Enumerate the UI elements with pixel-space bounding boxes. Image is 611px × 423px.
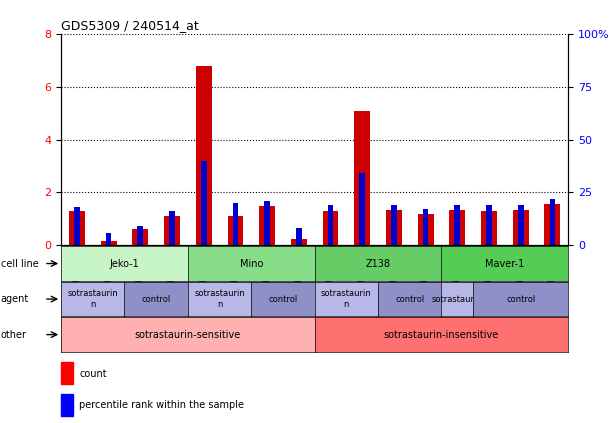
Bar [106, 233, 111, 245]
Bar [133, 229, 148, 245]
Text: percentile rank within the sample: percentile rank within the sample [79, 400, 244, 410]
Bar [201, 161, 207, 245]
Bar [354, 110, 370, 245]
Bar [544, 204, 560, 245]
Bar [233, 203, 238, 245]
Text: control: control [395, 294, 425, 304]
Text: Z138: Z138 [365, 258, 390, 269]
Bar [455, 205, 460, 245]
Bar [227, 216, 243, 245]
Text: control: control [142, 294, 171, 304]
Bar [296, 228, 302, 245]
Text: control: control [268, 294, 298, 304]
Text: Jeko-1: Jeko-1 [109, 258, 139, 269]
Text: sotrastaurin-sensitive: sotrastaurin-sensitive [135, 330, 241, 340]
Bar [327, 205, 334, 245]
Text: sotrastaurin
n: sotrastaurin n [321, 289, 371, 309]
Bar [549, 199, 555, 245]
Bar [259, 206, 275, 245]
Text: sotrastaurin
n: sotrastaurin n [194, 289, 245, 309]
Bar [386, 210, 402, 245]
Text: Mino: Mino [240, 258, 263, 269]
Bar [265, 201, 270, 245]
Bar [513, 210, 529, 245]
Bar [69, 211, 85, 245]
Text: sotrastaurin: sotrastaurin [432, 294, 483, 304]
Bar [291, 239, 307, 245]
Bar [391, 205, 397, 245]
Text: control: control [506, 294, 535, 304]
Bar [61, 363, 73, 385]
Text: sotrastaurin
n: sotrastaurin n [67, 289, 118, 309]
Bar [518, 205, 524, 245]
Bar [418, 214, 434, 245]
Bar [481, 211, 497, 245]
Text: cell line: cell line [1, 258, 38, 269]
Text: agent: agent [1, 294, 29, 304]
Bar [359, 173, 365, 245]
Text: sotrastaurin-insensitive: sotrastaurin-insensitive [384, 330, 499, 340]
Text: count: count [79, 369, 107, 379]
Bar [74, 207, 80, 245]
Text: other: other [1, 330, 27, 340]
Bar [196, 66, 211, 245]
Bar [323, 211, 338, 245]
Bar [486, 205, 492, 245]
Bar [101, 242, 117, 245]
Bar [61, 394, 73, 416]
Bar [423, 209, 428, 245]
Bar [137, 226, 143, 245]
Text: GDS5309 / 240514_at: GDS5309 / 240514_at [61, 19, 199, 32]
Text: Maver-1: Maver-1 [485, 258, 524, 269]
Bar [164, 216, 180, 245]
Bar [169, 212, 175, 245]
Bar [449, 210, 465, 245]
